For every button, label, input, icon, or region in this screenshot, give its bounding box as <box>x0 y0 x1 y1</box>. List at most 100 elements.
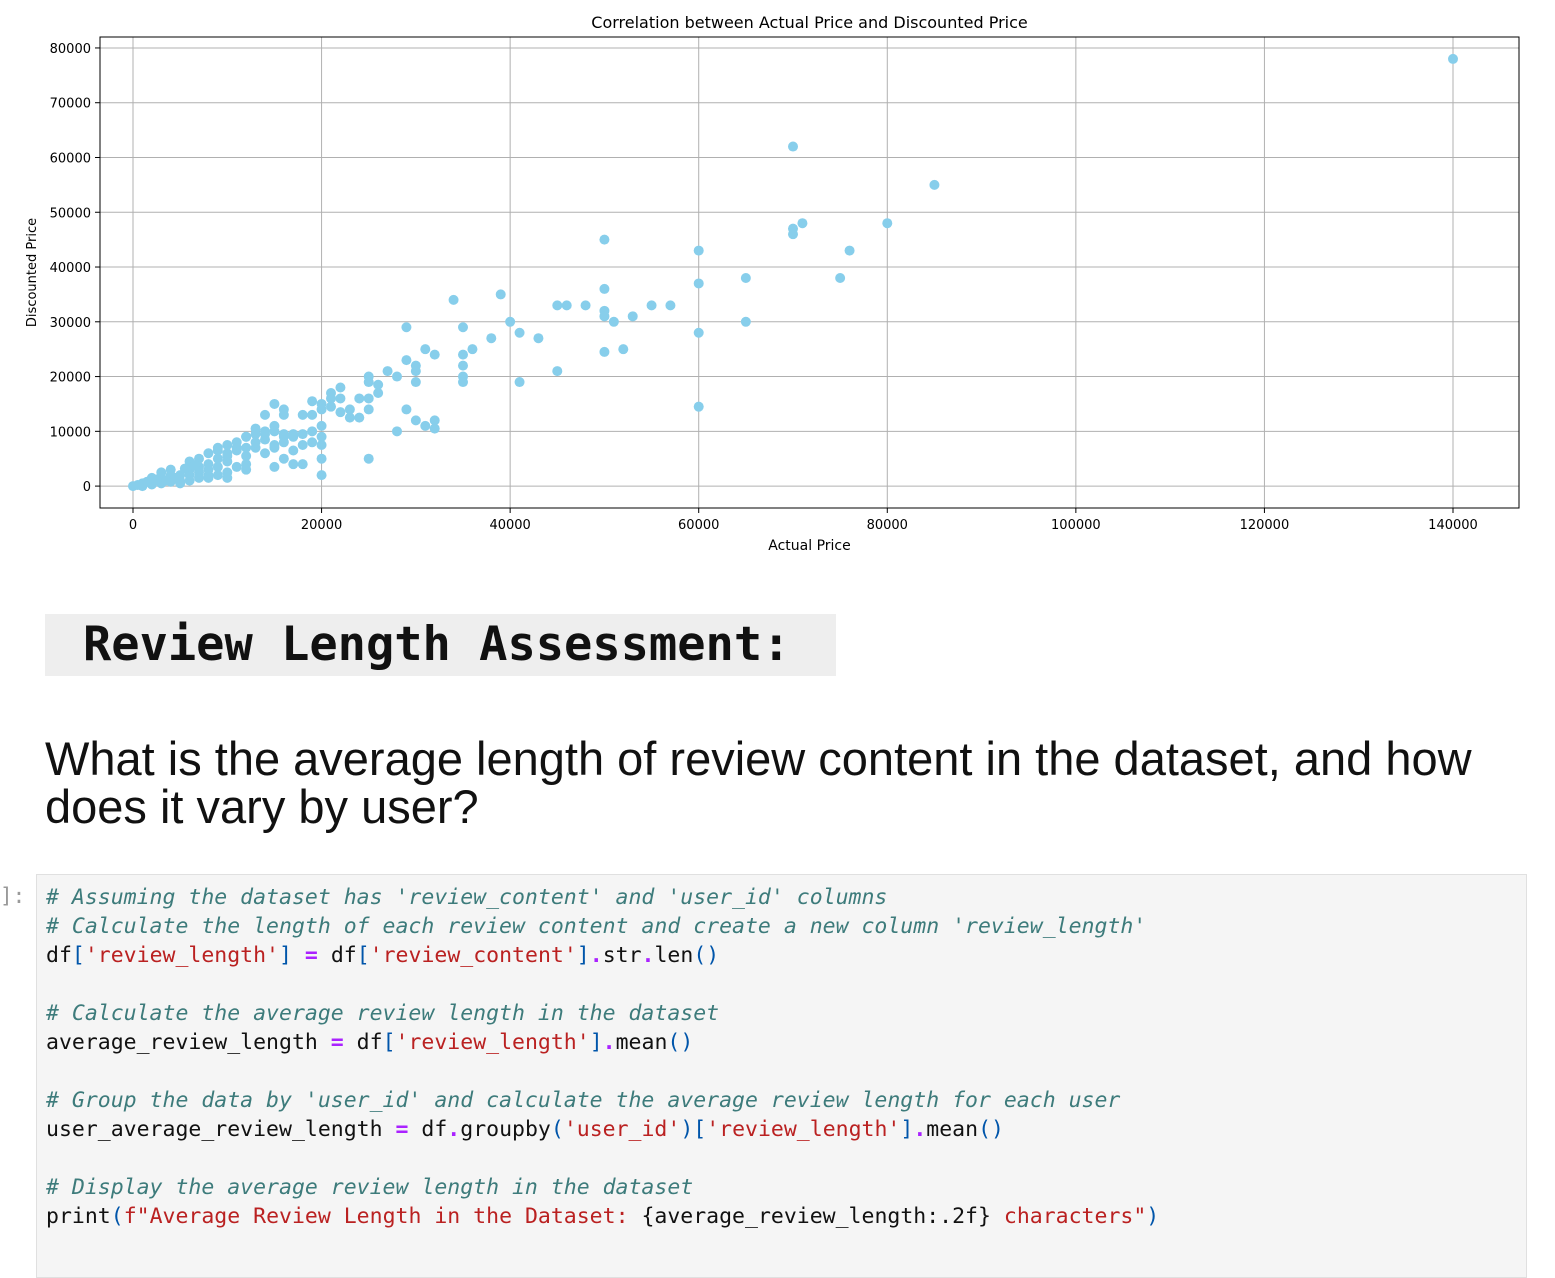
data-point <box>344 412 355 423</box>
data-point <box>288 445 299 456</box>
code-token: characters" <box>990 1204 1147 1229</box>
data-point <box>495 289 506 300</box>
data-point <box>307 426 318 437</box>
data-point <box>486 333 497 344</box>
data-point <box>194 472 204 483</box>
data-point <box>580 300 591 311</box>
data-point <box>844 245 855 256</box>
data-point <box>693 327 704 338</box>
y-tick-label: 10000 <box>50 425 91 440</box>
data-point <box>740 272 751 283</box>
code-line: average_review_length = df['review_lengt… <box>46 1028 1159 1057</box>
data-point <box>392 426 402 437</box>
code-token: 'review_length' <box>84 943 280 968</box>
data-point <box>1448 53 1458 64</box>
code-token: = <box>330 1030 344 1055</box>
data-point <box>203 464 214 475</box>
data-point <box>241 431 252 442</box>
data-point <box>410 366 421 377</box>
data-point <box>618 344 629 355</box>
data-point <box>514 377 525 388</box>
code-token: 'review_length' <box>395 1030 590 1055</box>
data-point <box>335 382 346 393</box>
data-point <box>401 355 412 366</box>
code-editor[interactable]: # Assuming the dataset has 'review_conte… <box>46 883 1159 1231</box>
markdown-heading: Review Length Assessment: <box>83 617 791 672</box>
data-point <box>278 429 289 440</box>
data-point <box>316 470 327 481</box>
data-point <box>797 218 808 229</box>
code-token: = <box>395 1117 409 1142</box>
data-point <box>222 472 233 483</box>
code-token: )[ <box>680 1117 707 1142</box>
code-line: # Calculate the length of each review co… <box>46 912 1159 941</box>
data-point <box>260 426 270 437</box>
code-token: average_review_length <box>46 1030 331 1055</box>
data-point <box>363 393 374 404</box>
code-token: df <box>343 1030 383 1055</box>
markdown-question: What is the average length of review con… <box>45 732 1472 833</box>
data-point <box>740 316 751 327</box>
data-point <box>212 453 223 464</box>
data-point <box>316 420 327 431</box>
code-token: # Group the data by 'user_id' and calcul… <box>46 1088 1121 1113</box>
code-token: [ <box>356 943 370 968</box>
code-token: ] <box>900 1117 914 1142</box>
x-tick-label: 60000 <box>678 518 719 533</box>
data-point <box>599 311 610 322</box>
data-point <box>307 396 318 407</box>
data-point <box>693 401 704 412</box>
data-point <box>179 463 190 474</box>
data-point <box>420 344 431 355</box>
y-tick-label: 40000 <box>50 261 91 276</box>
data-point <box>203 472 214 483</box>
data-point <box>429 423 440 434</box>
data-point <box>448 294 459 305</box>
data-point <box>458 360 468 371</box>
data-point <box>269 442 280 453</box>
code-token: . <box>602 1030 616 1055</box>
data-point <box>788 229 798 240</box>
data-point <box>241 464 252 475</box>
data-point <box>316 431 327 442</box>
markdown-heading-background <box>45 614 836 676</box>
code-token: groupby <box>460 1117 551 1142</box>
code-token: [ <box>382 1030 396 1055</box>
data-point <box>392 371 402 382</box>
data-point <box>222 450 233 461</box>
code-token <box>292 943 305 968</box>
data-point <box>363 377 374 388</box>
y-tick-label: 80000 <box>50 42 91 57</box>
y-tick-label: 20000 <box>50 371 91 386</box>
x-tick-label: 100000 <box>1051 518 1101 533</box>
code-line: df['review_length'] = df['review_content… <box>46 941 1159 970</box>
data-point <box>788 141 798 152</box>
data-point <box>401 404 412 415</box>
data-point <box>929 179 940 190</box>
data-point <box>429 415 440 426</box>
data-point <box>250 437 261 448</box>
data-point <box>420 420 431 431</box>
data-point <box>458 349 468 360</box>
data-point <box>429 349 440 360</box>
data-point <box>260 448 270 459</box>
code-line: # Group the data by 'user_id' and calcul… <box>46 1086 1159 1115</box>
code-token: user_average_review_length <box>46 1117 396 1142</box>
scatter-plot: 0 20000 40000 60000 80000 100000 120000 140000 0… <box>25 13 1520 554</box>
data-point <box>363 453 374 464</box>
data-point <box>146 472 157 483</box>
data-point <box>693 245 704 256</box>
data-point <box>278 409 289 420</box>
code-cell[interactable]: # Assuming the dataset has 'review_conte… <box>36 874 1527 1278</box>
data-point <box>627 311 638 322</box>
code-token: = <box>304 943 318 968</box>
data-point <box>505 316 516 327</box>
x-tick-label: 120000 <box>1240 518 1290 533</box>
code-token: # Display the average review length in t… <box>46 1175 694 1200</box>
data-point <box>297 459 308 470</box>
code-token: # Assuming the dataset has 'review_conte… <box>46 885 888 910</box>
code-token: . <box>913 1117 927 1142</box>
code-token: () <box>667 1030 694 1055</box>
data-point <box>326 401 336 412</box>
code-token: . <box>641 943 655 968</box>
